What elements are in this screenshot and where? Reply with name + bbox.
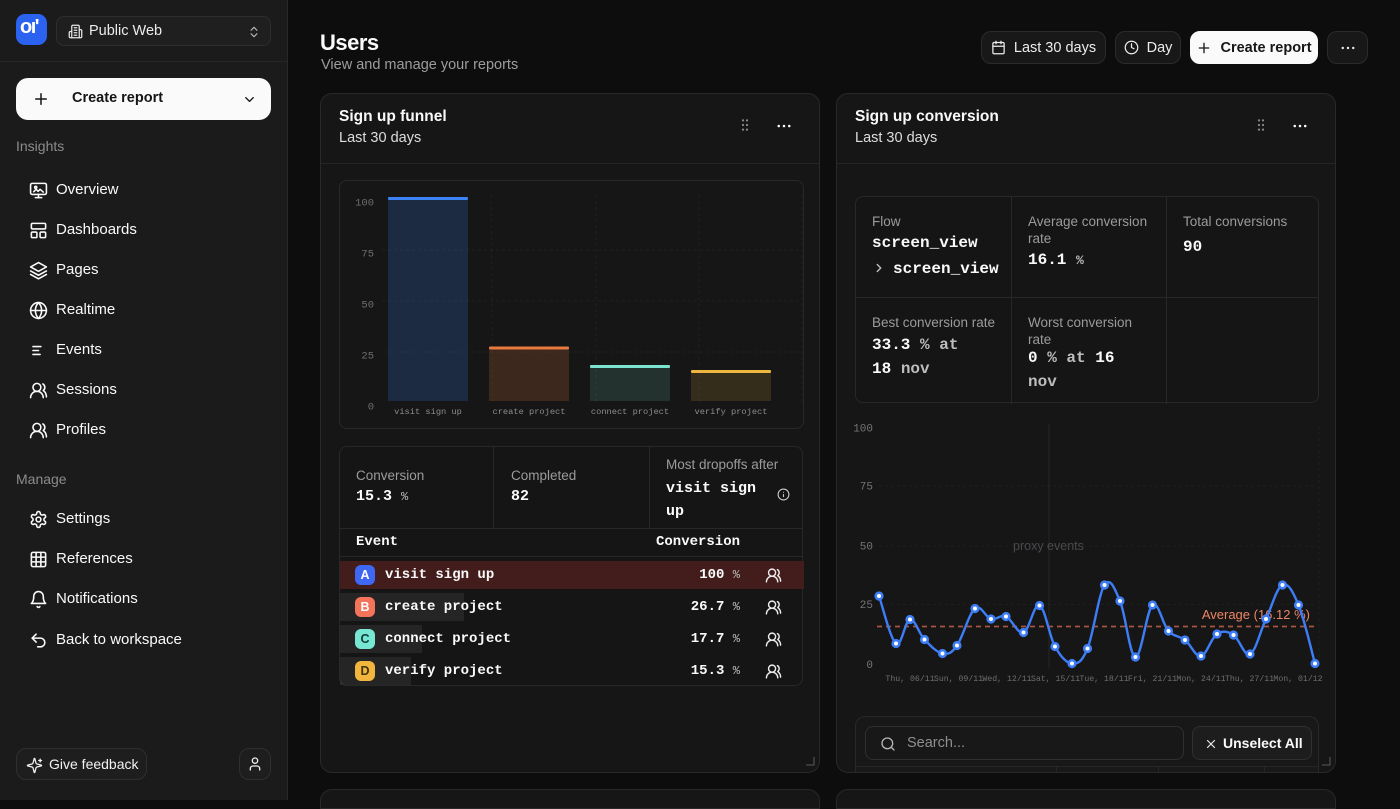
svg-text:create project: create project bbox=[493, 407, 566, 417]
svg-text:connect project: connect project bbox=[591, 407, 669, 417]
svg-text:25: 25 bbox=[860, 600, 873, 612]
svg-text:visit sign up: visit sign up bbox=[394, 407, 462, 417]
svg-text:0: 0 bbox=[368, 402, 374, 414]
svg-text:100: 100 bbox=[853, 424, 873, 436]
svg-text:Wed, 12/11: Wed, 12/11 bbox=[982, 674, 1031, 684]
svg-text:Mon, 24/11: Mon, 24/11 bbox=[1176, 674, 1225, 684]
svg-text:50: 50 bbox=[361, 300, 374, 312]
svg-text:Thu, 27/11: Thu, 27/11 bbox=[1225, 674, 1274, 684]
svg-text:Sun, 09/11: Sun, 09/11 bbox=[934, 674, 983, 684]
svg-text:Tue, 18/11: Tue, 18/11 bbox=[1079, 674, 1128, 684]
svg-text:Sat, 15/11: Sat, 15/11 bbox=[1031, 674, 1080, 684]
svg-text:Thu, 06/11: Thu, 06/11 bbox=[885, 674, 934, 684]
svg-text:100: 100 bbox=[355, 198, 374, 210]
svg-text:75: 75 bbox=[361, 249, 374, 261]
svg-text:0: 0 bbox=[866, 660, 873, 672]
svg-text:Mon, 01/12: Mon, 01/12 bbox=[1273, 674, 1322, 684]
svg-text:25: 25 bbox=[361, 351, 374, 363]
svg-text:verify project: verify project bbox=[695, 407, 768, 417]
svg-text:proxy events: proxy events bbox=[1013, 539, 1084, 553]
svg-text:50: 50 bbox=[860, 542, 873, 554]
svg-text:Average (16.12 %): Average (16.12 %) bbox=[1202, 607, 1310, 622]
svg-text:Fri, 21/11: Fri, 21/11 bbox=[1128, 674, 1177, 684]
svg-text:75: 75 bbox=[860, 482, 873, 494]
